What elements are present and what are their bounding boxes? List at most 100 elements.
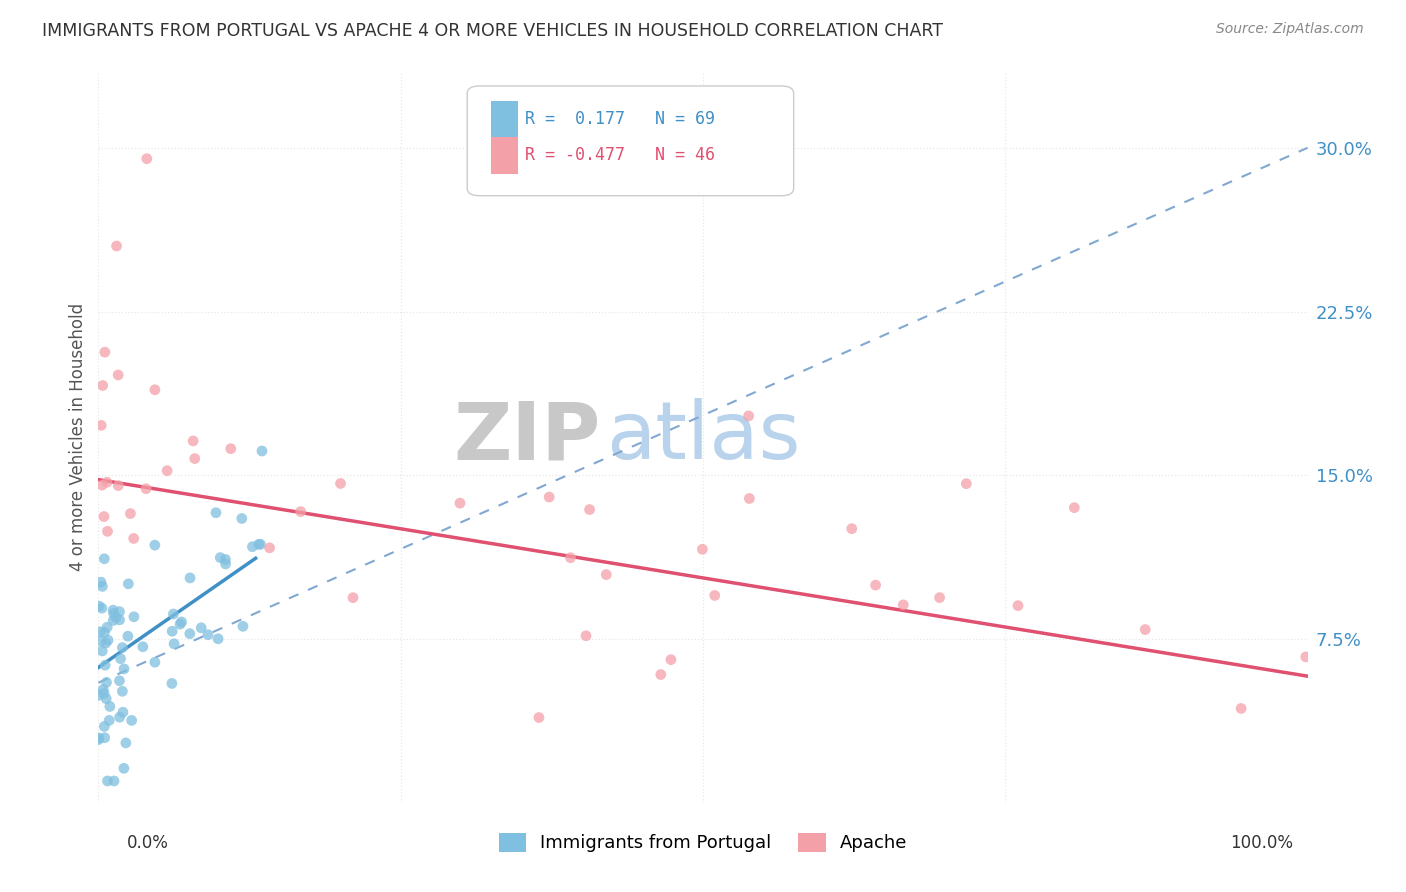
Point [89, 624, 111, 639]
Point [179, 571, 201, 585]
Point [103, 614, 125, 628]
Point [90, 634, 112, 648]
Point [103, 607, 125, 621]
Point [190, 621, 212, 635]
Point [197, 628, 219, 642]
Point [122, 532, 145, 546]
Point [179, 626, 201, 640]
Text: Source: ZipAtlas.com: Source: ZipAtlas.com [1216, 22, 1364, 37]
Point [1295, 649, 1317, 664]
Text: R = -0.477   N = 46: R = -0.477 N = 46 [526, 146, 716, 164]
Point [231, 511, 253, 525]
Point [841, 522, 863, 536]
FancyBboxPatch shape [467, 86, 793, 195]
Point [103, 774, 125, 789]
FancyBboxPatch shape [492, 137, 517, 174]
Point [98, 714, 121, 728]
Text: ZIP: ZIP [453, 398, 600, 476]
Point [108, 673, 131, 688]
Point [108, 613, 131, 627]
Point [209, 550, 232, 565]
Point [132, 640, 155, 654]
Point [170, 615, 193, 629]
Point [91, 682, 114, 697]
Point [891, 598, 914, 612]
Point [738, 491, 761, 506]
Point [703, 589, 725, 603]
Point [184, 451, 207, 466]
Point [169, 617, 191, 632]
Point [1063, 500, 1085, 515]
Point [595, 567, 617, 582]
Point [242, 540, 264, 554]
Point [232, 619, 254, 633]
Point [93, 686, 115, 700]
Point [91, 579, 114, 593]
Point [143, 655, 166, 669]
Point [928, 591, 950, 605]
Point [108, 605, 131, 619]
Point [97, 633, 120, 648]
Point [94, 658, 117, 673]
Point [156, 464, 179, 478]
Point [91, 478, 114, 492]
Point [1230, 701, 1253, 715]
Point [578, 502, 600, 516]
Point [160, 676, 183, 690]
Point [112, 662, 135, 676]
Point [163, 637, 186, 651]
FancyBboxPatch shape [492, 101, 517, 137]
Point [93, 731, 115, 745]
Point [205, 506, 228, 520]
Point [527, 710, 550, 724]
Y-axis label: 4 or more Vehicles in Household: 4 or more Vehicles in Household [69, 303, 87, 571]
Point [955, 476, 977, 491]
Point [121, 714, 143, 728]
Text: atlas: atlas [606, 398, 800, 476]
Point [122, 609, 145, 624]
Point [737, 409, 759, 423]
Point [91, 644, 114, 658]
Point [214, 552, 236, 566]
Point [111, 684, 134, 698]
Point [96, 475, 118, 490]
Point [96, 524, 118, 539]
Point [1007, 599, 1029, 613]
Point [1135, 623, 1157, 637]
Point [249, 537, 271, 551]
Point [135, 482, 157, 496]
Point [98, 699, 121, 714]
Point [87, 731, 110, 745]
Point [342, 591, 364, 605]
Point [143, 383, 166, 397]
Point [96, 675, 118, 690]
Text: IMMIGRANTS FROM PORTUGAL VS APACHE 4 OR MORE VEHICLES IN HOUSEHOLD CORRELATION C: IMMIGRANTS FROM PORTUGAL VS APACHE 4 OR … [42, 22, 943, 40]
Point [143, 538, 166, 552]
Point [650, 667, 672, 681]
Point [160, 624, 183, 639]
Point [575, 629, 598, 643]
Point [93, 719, 115, 733]
Point [692, 542, 714, 557]
Point [111, 640, 134, 655]
Point [93, 551, 115, 566]
Point [111, 705, 134, 719]
Point [259, 541, 281, 555]
Point [219, 442, 242, 456]
Point [94, 636, 117, 650]
Point [538, 490, 561, 504]
Point [117, 577, 139, 591]
Point [110, 651, 132, 665]
Point [181, 434, 204, 448]
Point [560, 550, 582, 565]
Point [93, 509, 115, 524]
Point [214, 557, 236, 571]
Text: 0.0%: 0.0% [127, 834, 169, 852]
Text: 100.0%: 100.0% [1230, 834, 1294, 852]
Point [96, 620, 118, 634]
Point [112, 761, 135, 775]
Point [117, 629, 139, 643]
Point [135, 152, 157, 166]
Point [247, 537, 270, 551]
Point [91, 601, 114, 615]
